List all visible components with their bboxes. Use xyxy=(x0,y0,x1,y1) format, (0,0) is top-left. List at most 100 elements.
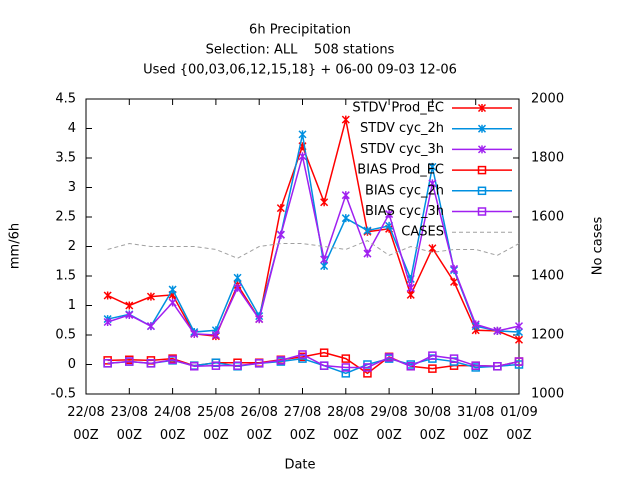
marker xyxy=(341,191,350,200)
x-tick-label: 23/08 00Z xyxy=(111,405,148,443)
marker xyxy=(341,214,350,223)
marker xyxy=(514,357,524,366)
marker xyxy=(211,361,221,370)
marker xyxy=(168,285,177,294)
marker xyxy=(103,359,112,368)
legend-label: BIAS cyc_2h xyxy=(365,183,444,198)
marker xyxy=(298,130,307,139)
legend-marker xyxy=(477,207,487,216)
marker xyxy=(493,326,502,335)
marker xyxy=(146,292,155,301)
x-axis-label: Date xyxy=(284,458,315,473)
marker xyxy=(320,198,329,207)
marker xyxy=(514,322,524,331)
legend-marker xyxy=(477,165,487,175)
marker xyxy=(276,356,286,365)
y2-tick-label: 1000 xyxy=(531,387,564,402)
y2-tick-label: 2000 xyxy=(531,92,564,107)
marker xyxy=(125,301,134,310)
marker xyxy=(385,210,394,219)
marker xyxy=(406,362,415,371)
y-tick-label: 2 xyxy=(68,239,76,254)
marker xyxy=(471,361,480,370)
marker xyxy=(450,277,459,286)
marker xyxy=(146,322,155,331)
y-tick-label: 3.5 xyxy=(55,151,76,166)
marker xyxy=(341,369,351,378)
marker xyxy=(233,283,242,292)
series-line xyxy=(107,156,520,336)
marker xyxy=(428,364,437,373)
y-tick-label: 0.5 xyxy=(55,328,76,343)
marker xyxy=(341,115,350,124)
legend-label: BIAS cyc_3h xyxy=(365,204,444,219)
marker xyxy=(103,317,112,327)
legend-label: STDV Prod_EC xyxy=(352,101,444,116)
y-tick-label: 4 xyxy=(68,121,76,136)
x-tick-label: 24/08 00Z xyxy=(154,405,191,443)
marker xyxy=(254,359,264,368)
marker xyxy=(255,315,264,324)
marker xyxy=(190,362,199,371)
marker xyxy=(146,359,156,368)
marker xyxy=(233,361,242,370)
y-tick-label: 3 xyxy=(68,180,76,195)
marker xyxy=(406,283,415,292)
marker xyxy=(341,363,351,372)
legend-label: STDV cyc_2h xyxy=(360,121,444,136)
y-axis-label: mm/6h xyxy=(8,223,23,269)
marker xyxy=(363,249,372,258)
marker xyxy=(320,255,329,264)
x-tick-label: 01/09 00Z xyxy=(500,405,537,443)
marker xyxy=(125,310,134,319)
y-tick-label: 2.5 xyxy=(55,210,76,225)
x-tick-label: 30/08 00Z xyxy=(414,405,451,443)
marker xyxy=(341,354,351,363)
marker xyxy=(103,291,112,300)
y-tick-label: 0 xyxy=(68,357,76,372)
marker xyxy=(233,273,242,282)
x-tick-label: 28/08 00Z xyxy=(327,405,364,443)
marker xyxy=(168,298,177,307)
chart-subtitle: Used {00,03,06,12,15,18} + 06-00 09-03 1… xyxy=(143,63,457,78)
y-tick-label: 4.5 xyxy=(55,92,76,107)
marker xyxy=(363,226,372,235)
marker xyxy=(493,362,502,371)
marker xyxy=(428,244,437,253)
chart-title: 6h Precipitation xyxy=(249,23,351,38)
series-line xyxy=(107,240,520,259)
y-tick-label: -0.5 xyxy=(51,387,76,402)
y-tick-label: 1 xyxy=(68,298,76,313)
x-tick-label: 31/08 00Z xyxy=(457,405,494,443)
marker xyxy=(276,204,285,213)
y2-tick-label: 1200 xyxy=(531,328,564,343)
y2-tick-label: 1800 xyxy=(531,151,564,166)
marker xyxy=(384,353,394,362)
marker xyxy=(298,350,307,359)
y2-tick-label: 1600 xyxy=(531,210,564,225)
chart-subtitle: Selection: ALL 508 stations xyxy=(206,43,395,58)
x-tick-label: 25/08 00Z xyxy=(197,405,234,443)
marker xyxy=(319,361,329,370)
marker xyxy=(428,162,437,171)
series-line xyxy=(107,134,520,333)
legend-label: STDV cyc_3h xyxy=(360,142,444,157)
marker xyxy=(450,264,459,273)
legend-label: CASES xyxy=(401,225,444,240)
x-tick-label: 26/08 00Z xyxy=(240,405,277,443)
marker xyxy=(514,335,524,344)
marker xyxy=(125,357,134,366)
legend-marker xyxy=(477,145,487,154)
x-tick-label: 27/08 00Z xyxy=(284,405,321,443)
marker xyxy=(406,290,415,299)
marker xyxy=(319,348,329,357)
x-tick-label: 29/08 00Z xyxy=(370,405,407,443)
marker xyxy=(428,179,437,188)
marker xyxy=(211,330,220,340)
marker xyxy=(276,230,285,239)
legend-marker xyxy=(477,103,487,113)
legend-marker xyxy=(477,186,487,196)
marker xyxy=(449,354,459,363)
marker xyxy=(363,363,372,372)
legend-marker xyxy=(477,124,487,133)
